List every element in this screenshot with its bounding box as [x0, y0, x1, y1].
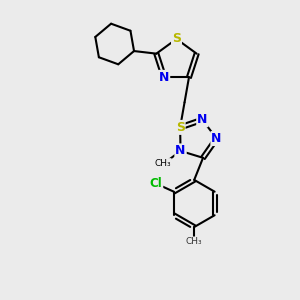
Text: CH₃: CH₃	[186, 237, 202, 246]
Text: N: N	[176, 144, 186, 158]
Text: N: N	[197, 113, 208, 126]
Text: S: S	[172, 32, 181, 46]
Text: Cl: Cl	[150, 177, 162, 190]
Text: N: N	[212, 132, 222, 145]
Text: CH₃: CH₃	[154, 159, 171, 168]
Text: S: S	[176, 121, 184, 134]
Text: N: N	[159, 71, 169, 84]
